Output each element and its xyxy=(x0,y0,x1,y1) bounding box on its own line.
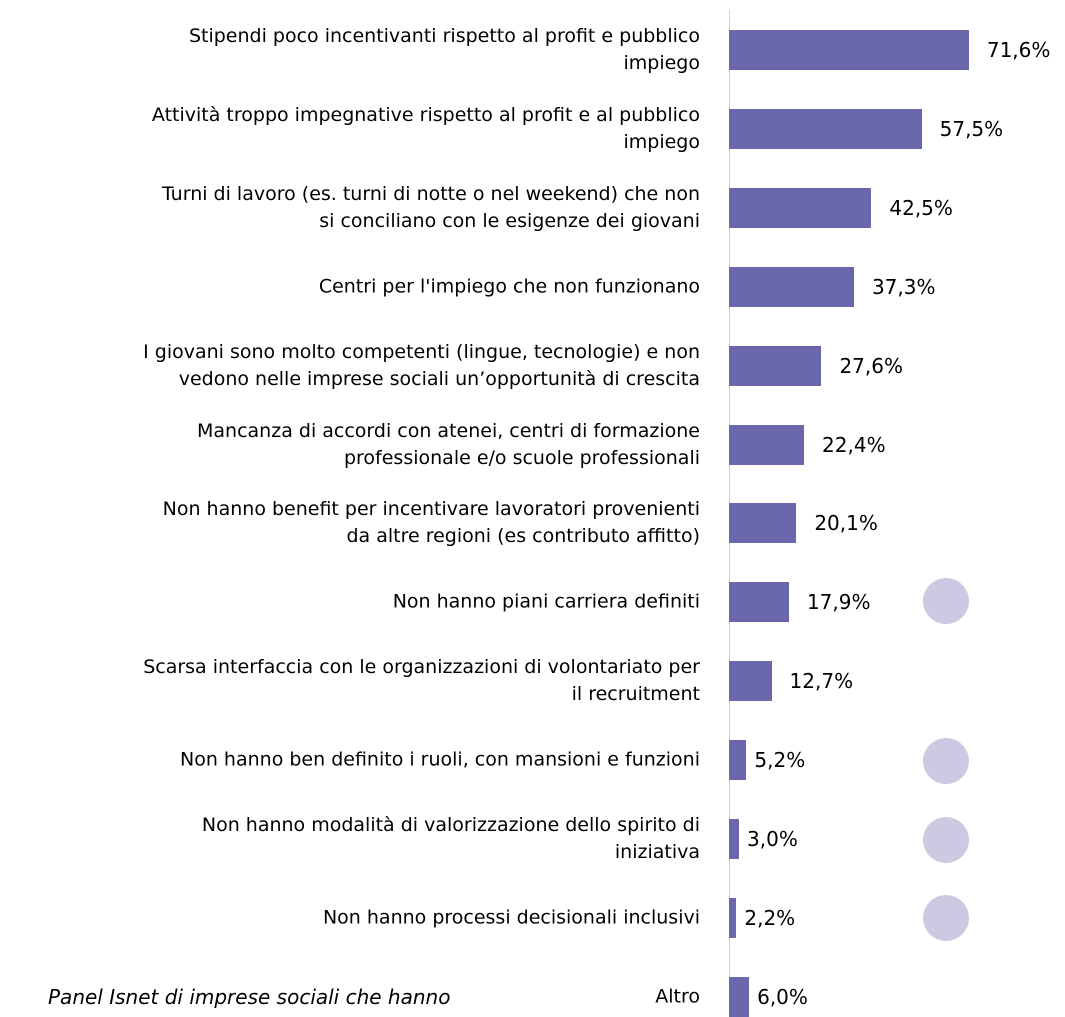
bar xyxy=(729,424,805,465)
bar xyxy=(729,740,747,781)
category-label: Centri per l'impiego che non funzionano xyxy=(318,275,700,298)
bar xyxy=(729,266,854,307)
value-label: 2,2% xyxy=(744,905,796,930)
category-label: Non hanno modalità di valorizzazione del… xyxy=(201,814,700,863)
category-label: Turni di lavoro (es. turni di notte o ne… xyxy=(161,182,700,232)
footnote: Panel Isnet di imprese sociali che hanno xyxy=(48,985,451,1009)
bar xyxy=(729,30,969,70)
bar xyxy=(729,661,772,702)
value-label: 12,7% xyxy=(789,669,854,694)
category-label: Mancanza di accordi con atenei, centri d… xyxy=(197,419,700,469)
bar xyxy=(729,897,737,938)
value-label: 20,1% xyxy=(814,511,878,536)
category-label: Altro xyxy=(655,985,700,1008)
value-label: 27,6% xyxy=(839,353,903,378)
value-label: 42,5% xyxy=(889,195,953,220)
bar xyxy=(729,108,922,149)
category-label: Scarsa interfaccia con le organizzazioni… xyxy=(143,656,700,706)
value-label: 6,0% xyxy=(757,984,808,1009)
bar xyxy=(729,819,740,859)
marker-circle xyxy=(923,895,969,941)
marker-circle xyxy=(923,817,969,863)
bar xyxy=(729,582,789,623)
category-label: I giovani sono molto competenti (lingue,… xyxy=(143,340,700,390)
value-label: 3,0% xyxy=(747,827,798,851)
marker-circle xyxy=(923,578,969,624)
value-label: 57,5% xyxy=(939,116,1004,141)
category-label: Non hanno piani carriera definiti xyxy=(392,590,700,613)
category-label: Non hanno processi decisionali inclusivi xyxy=(322,906,700,929)
category-label: Stipendi poco incentivanti rispetto al p… xyxy=(188,25,700,74)
bar xyxy=(729,503,797,544)
value-label: 37,3% xyxy=(871,274,936,299)
value-label: 71,6% xyxy=(986,38,1051,62)
value-label: 22,4% xyxy=(822,432,886,457)
value-label: 17,9% xyxy=(806,590,871,615)
category-label: Non hanno benefit per incentivare lavora… xyxy=(162,498,700,548)
bar xyxy=(729,187,872,228)
marker-circle xyxy=(923,738,969,784)
bar xyxy=(729,976,750,1017)
bar xyxy=(729,345,822,386)
category-label: Attività troppo impegnative rispetto al … xyxy=(151,103,700,153)
value-label: 5,2% xyxy=(754,748,806,773)
category-label: Non hanno ben definito i ruoli, con mans… xyxy=(180,748,700,771)
